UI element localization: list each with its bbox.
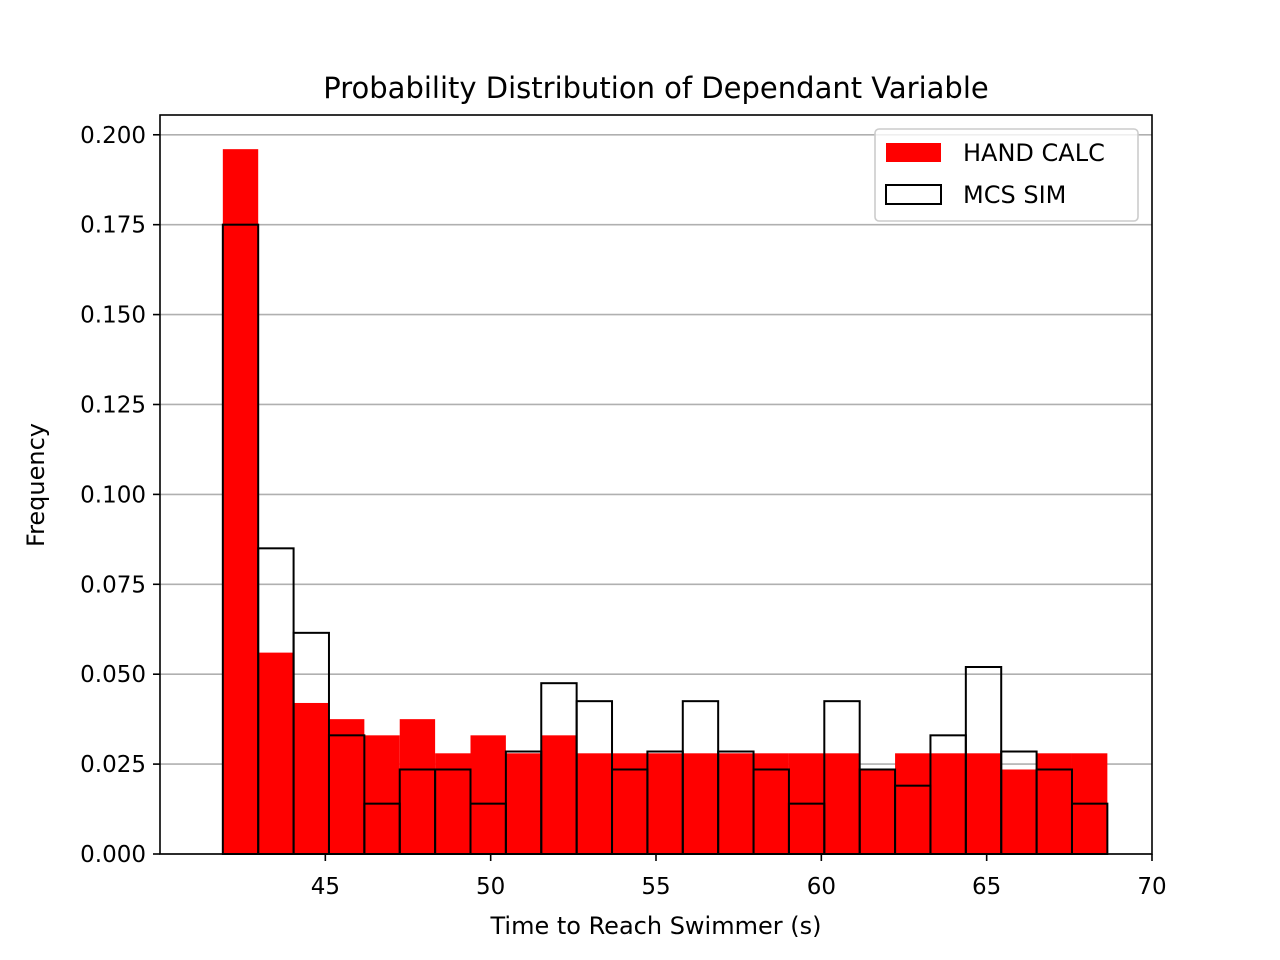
x-tick-label-4: 65 bbox=[972, 874, 1001, 900]
legend-swatch-hand-calc bbox=[886, 143, 941, 162]
x-tick-label-3: 60 bbox=[807, 874, 836, 900]
hand-calc-bar-4 bbox=[364, 735, 400, 854]
legend: HAND CALC MCS SIM bbox=[874, 128, 1139, 222]
hand-calc-bar-12 bbox=[647, 753, 683, 854]
legend-label-hand-calc: HAND CALC bbox=[963, 139, 1105, 167]
y-tick-label-7: 0.175 bbox=[80, 213, 146, 239]
y-tick-label-3: 0.075 bbox=[80, 572, 146, 598]
y-tick-label-4: 0.100 bbox=[80, 482, 146, 508]
hand-calc-bar-21 bbox=[965, 753, 1002, 854]
hand-calc-bar-9 bbox=[541, 735, 577, 854]
hand-calc-bar-8 bbox=[505, 753, 542, 854]
hand-calc-bar-0 bbox=[222, 149, 259, 854]
hand-calc-bar-7 bbox=[470, 735, 506, 854]
hand-calc-bar-17 bbox=[824, 753, 860, 854]
legend-swatch-mcs-sim bbox=[885, 184, 942, 205]
hand-calc-bar-6 bbox=[435, 753, 471, 854]
y-tick-label-5: 0.125 bbox=[80, 392, 146, 418]
hand-calc-bar-23 bbox=[1036, 753, 1072, 854]
hand-calc-bars bbox=[222, 149, 1108, 854]
hand-calc-bar-5 bbox=[399, 719, 436, 854]
x-tick-label-2: 55 bbox=[641, 874, 670, 900]
hand-calc-bar-2 bbox=[293, 702, 329, 854]
x-tick-label-1: 50 bbox=[476, 874, 505, 900]
x-tick-label-5: 70 bbox=[1137, 874, 1166, 900]
x-axis-label: Time to Reach Swimmer (s) bbox=[490, 912, 822, 940]
hand-calc-bar-14 bbox=[718, 753, 754, 854]
hand-calc-bar-11 bbox=[612, 753, 648, 854]
hand-calc-bar-18 bbox=[859, 769, 896, 854]
hand-calc-bar-1 bbox=[258, 652, 294, 854]
hand-calc-bar-3 bbox=[328, 719, 365, 854]
y-tick-label-0: 0.000 bbox=[80, 842, 146, 868]
y-tick-label-8: 0.200 bbox=[80, 123, 146, 149]
legend-label-mcs-sim: MCS SIM bbox=[963, 181, 1066, 209]
y-tick-label-6: 0.150 bbox=[80, 303, 146, 329]
hand-calc-bar-19 bbox=[895, 753, 931, 854]
y-axis-ticks: 0.000 0.025 0.050 0.075 0.100 0.125 0.150 0.175… bbox=[80, 123, 160, 868]
x-tick-label-0: 45 bbox=[311, 874, 340, 900]
hand-calc-bar-22 bbox=[1001, 769, 1037, 854]
hand-calc-bar-13 bbox=[682, 753, 719, 854]
hand-calc-bar-15 bbox=[753, 753, 789, 854]
hand-calc-bar-20 bbox=[930, 753, 966, 854]
hand-calc-bar-10 bbox=[576, 753, 613, 854]
chart-title: Probability Distribution of Dependant Va… bbox=[323, 71, 988, 105]
x-axis-ticks: 45 50 55 60 65 70 bbox=[311, 854, 1167, 900]
y-tick-label-1: 0.025 bbox=[80, 752, 146, 778]
y-tick-label-2: 0.050 bbox=[80, 662, 146, 688]
y-axis-label: Frequency bbox=[22, 423, 50, 547]
